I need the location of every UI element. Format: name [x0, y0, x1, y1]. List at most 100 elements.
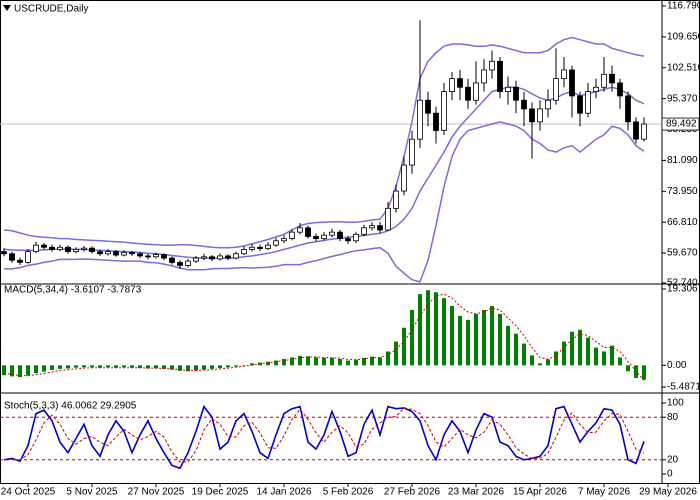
last-price-box	[661, 117, 700, 131]
candle-body	[281, 238, 287, 242]
macd-bar	[138, 365, 142, 369]
y-tick-label: 109.650	[667, 32, 700, 43]
macd-bar	[186, 365, 190, 372]
macd-bar	[386, 351, 390, 366]
candle-body	[433, 112, 439, 131]
candle-body	[553, 78, 559, 101]
macd-bar	[98, 365, 102, 368]
candle-body	[153, 254, 159, 258]
y-tick-label: 66.810	[667, 217, 698, 228]
candle-body	[473, 82, 479, 101]
y-tick-label: 116.790	[667, 1, 700, 12]
indicator-title: Stoch(5,3,3) 46.0062 29.2905	[4, 401, 137, 412]
macd-bar	[162, 365, 166, 369]
macd-bar	[402, 327, 406, 366]
macd-bar	[642, 365, 646, 380]
candle-body	[145, 255, 151, 258]
macd-bar	[18, 365, 22, 378]
candle-body	[481, 69, 487, 84]
macd-bar	[322, 357, 326, 366]
y-tick-label: 95.370	[667, 93, 698, 104]
y-tick-label: 0.00	[667, 360, 687, 371]
bollinger-band	[4, 121, 645, 283]
macd-bar	[346, 360, 350, 366]
candle-body	[401, 164, 407, 192]
candle-body	[457, 78, 463, 88]
macd-bar	[290, 357, 294, 366]
candle-body	[225, 255, 231, 259]
macd-bar	[522, 343, 526, 366]
candle-body	[377, 225, 383, 231]
candle-body	[249, 246, 255, 250]
macd-bar	[498, 313, 502, 366]
candle-body	[137, 253, 143, 257]
macd-bar	[154, 365, 158, 369]
macd-bar	[458, 315, 462, 366]
y-tick-label: -5.4871	[667, 382, 700, 393]
y-tick-label: 20	[667, 454, 679, 465]
macd-bar	[426, 290, 430, 366]
candle-body	[57, 246, 63, 250]
candle-body	[577, 95, 583, 114]
macd-bar	[394, 341, 398, 366]
candle-body	[409, 138, 415, 166]
candle-body	[33, 244, 39, 253]
candle-body	[345, 238, 351, 242]
macd-bar	[146, 365, 150, 369]
candle-body	[177, 262, 183, 266]
macd-bar	[90, 365, 94, 368]
candle-body	[257, 246, 263, 249]
macd-bar	[298, 355, 302, 366]
candle-body	[321, 234, 327, 240]
candle-body	[337, 231, 343, 240]
macd-bar	[370, 356, 374, 366]
candle-body	[449, 78, 455, 92]
x-tick-label: 5 Nov 2025	[66, 487, 118, 498]
macd-bar	[202, 365, 206, 370]
macd-bar	[450, 306, 454, 366]
candle-body	[361, 227, 367, 235]
stoch-main-line	[3, 404, 645, 470]
macd-bar	[514, 333, 518, 366]
y-tick-label: 100	[667, 398, 684, 409]
candle-body	[113, 251, 119, 256]
macd-bar	[234, 365, 238, 367]
stoch-signal-line	[3, 407, 645, 463]
candle-body	[25, 251, 31, 263]
macd-bar	[538, 363, 542, 366]
y-tick-label: 80	[667, 412, 679, 423]
candle-body	[305, 227, 311, 237]
candle-body	[105, 251, 111, 255]
macd-bar	[466, 319, 470, 366]
candle-body	[185, 260, 191, 266]
macd-bar	[170, 365, 174, 370]
candle-body	[65, 246, 71, 253]
macd-bar	[106, 365, 110, 368]
candle-body	[601, 73, 607, 88]
candle-body	[641, 123, 647, 140]
chart-title: USCRUDE,Daily	[14, 4, 88, 15]
y-tick-label: 19.3067	[667, 284, 700, 295]
candle-body	[385, 207, 391, 231]
macd-bar	[474, 313, 478, 366]
candle-body	[169, 257, 175, 263]
macd-bar	[2, 365, 6, 376]
signal-line	[3, 293, 645, 381]
candle-body	[569, 69, 575, 97]
macd-bar	[66, 365, 70, 369]
candle-body	[329, 231, 335, 236]
macd-bar	[578, 329, 582, 366]
macd-bar	[602, 351, 606, 366]
macd-bar	[618, 357, 622, 366]
candle-body	[529, 108, 535, 123]
macd-bar	[554, 351, 558, 366]
macd-bar	[546, 359, 550, 366]
candle-body	[233, 253, 239, 259]
x-tick-label: 5 Feb 2026	[323, 487, 374, 498]
candle-body	[209, 256, 215, 260]
candle-body	[625, 95, 631, 123]
macd-bar	[274, 360, 278, 366]
y-tick-label: 59.670	[667, 248, 698, 259]
macd-bar	[74, 365, 78, 368]
candle-body	[353, 233, 359, 242]
